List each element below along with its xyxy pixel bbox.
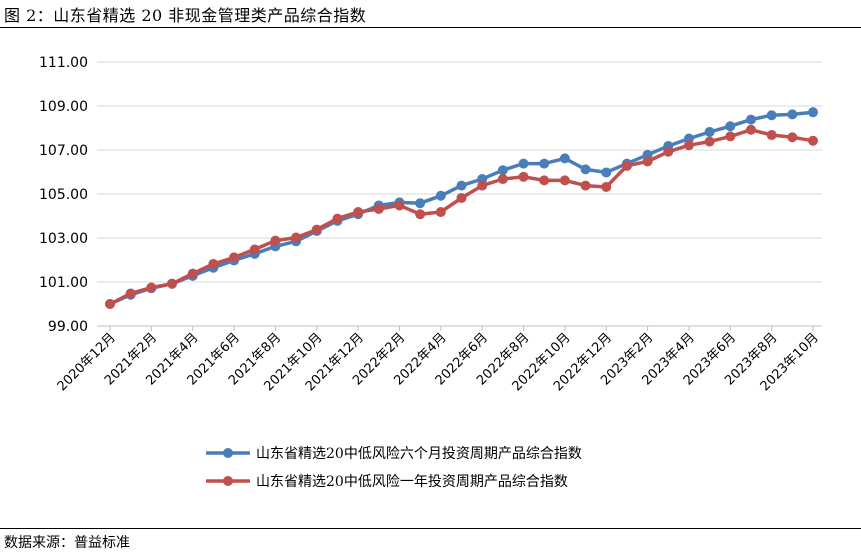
legend-marker <box>223 448 233 458</box>
data-point <box>249 244 260 255</box>
legend-label: 山东省精选20中低风险一年投资周期产品综合指数 <box>256 474 568 490</box>
data-point <box>394 200 405 211</box>
data-point <box>477 180 488 191</box>
data-point <box>539 158 550 169</box>
data-point <box>332 213 343 224</box>
y-tick-label: 111.00 <box>39 55 88 71</box>
legend-marker <box>223 476 233 486</box>
series-line <box>109 128 814 306</box>
y-tick-label: 105.00 <box>39 187 88 203</box>
data-point <box>435 190 446 201</box>
data-point <box>704 126 715 137</box>
data-point <box>229 252 240 263</box>
legend-label: 山东省精选20中低风险六个月投资周期产品综合指数 <box>256 446 582 462</box>
data-point <box>187 268 198 279</box>
data-point <box>766 130 777 141</box>
data-point <box>621 160 632 171</box>
data-point <box>456 180 467 191</box>
data-source: 数据来源：普益标准 <box>4 535 130 551</box>
data-point <box>642 156 653 167</box>
legend: 山东省精选20中低风险六个月投资周期产品综合指数山东省精选20中低风险一年投资周… <box>206 446 582 490</box>
y-tick-label: 99.00 <box>48 319 88 335</box>
data-point <box>270 235 281 246</box>
data-point <box>745 114 756 125</box>
data-point <box>456 192 467 203</box>
data-point <box>518 171 529 182</box>
data-point <box>683 140 694 151</box>
data-point <box>663 146 674 157</box>
y-tick-label: 107.00 <box>39 143 88 159</box>
y-tick-label: 101.00 <box>39 275 88 291</box>
data-point <box>311 224 322 235</box>
data-point <box>580 180 591 191</box>
data-point <box>559 153 570 164</box>
data-point <box>601 167 612 178</box>
data-point <box>105 299 115 309</box>
data-point <box>291 232 302 243</box>
y-tick-label: 109.00 <box>39 99 88 115</box>
data-point <box>704 136 715 147</box>
legend-item-1: 山东省精选20中低风险六个月投资周期产品综合指数 <box>206 446 582 462</box>
data-point <box>725 121 736 132</box>
data-point <box>208 258 219 269</box>
bottom-rule <box>0 528 861 529</box>
data-point <box>580 164 591 175</box>
data-point <box>435 207 446 218</box>
data-point <box>373 203 384 214</box>
data-point <box>766 110 777 121</box>
data-point <box>497 174 508 185</box>
data-point <box>745 124 756 135</box>
data-point <box>787 109 798 120</box>
data-point <box>725 131 736 142</box>
series-2 <box>105 124 818 309</box>
data-point <box>518 158 529 169</box>
data-point <box>415 209 426 220</box>
legend-item-2: 山东省精选20中低风险一年投资周期产品综合指数 <box>206 474 568 490</box>
line-chart: 111.00 109.00 107.00 105.00 103.00 101.00 99.0… <box>39 55 822 490</box>
series-layer <box>105 107 818 309</box>
data-point <box>539 175 550 186</box>
data-point <box>146 282 157 293</box>
data-point <box>787 132 798 143</box>
data-point <box>808 107 818 118</box>
data-point <box>125 288 136 299</box>
data-point <box>415 198 426 209</box>
data-point <box>559 175 570 186</box>
data-point <box>601 181 612 192</box>
figure-title: 图 2：山东省精选 20 非现金管理类产品综合指数 <box>4 6 367 25</box>
data-point <box>497 165 508 176</box>
data-point <box>167 278 178 289</box>
data-point <box>808 135 818 146</box>
top-rule <box>0 27 861 28</box>
data-point <box>353 207 364 218</box>
y-tick-label: 103.00 <box>39 231 88 247</box>
